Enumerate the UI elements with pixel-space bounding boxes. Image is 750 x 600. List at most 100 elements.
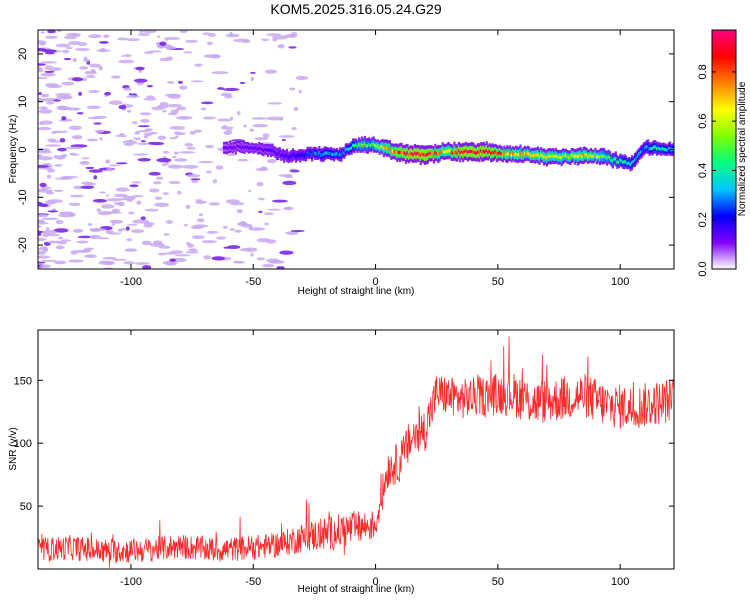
spectrogram-cell bbox=[131, 229, 145, 234]
spectrogram-cell bbox=[200, 107, 207, 111]
spectrogram-cell bbox=[186, 174, 201, 178]
spectrogram-cell bbox=[129, 184, 139, 188]
spectrogram-cell bbox=[96, 208, 101, 212]
spectrogram-cell bbox=[167, 94, 181, 99]
spectrogram-cell bbox=[399, 150, 402, 155]
spectrogram-cell bbox=[224, 146, 227, 150]
spectrogram-cell bbox=[106, 198, 123, 202]
spectrogram-cell bbox=[65, 46, 74, 50]
spectrogram-cell bbox=[39, 264, 51, 268]
spectrogram-cell bbox=[146, 95, 155, 99]
spectrogram-cell bbox=[259, 147, 262, 151]
spectrogram-cell bbox=[169, 258, 176, 262]
spectrogram-cell bbox=[38, 127, 52, 131]
spectrogram-cell bbox=[663, 147, 666, 151]
spectrogram-cell bbox=[115, 162, 128, 165]
spectrogram-cell bbox=[85, 166, 95, 170]
spectrogram-cell bbox=[134, 262, 150, 265]
spectrogram-cell bbox=[111, 223, 116, 226]
spectrogram-cell bbox=[387, 146, 390, 150]
spectrogram-cell bbox=[53, 189, 64, 192]
spectrogram-cell bbox=[667, 146, 670, 151]
spectrogram-cell bbox=[88, 34, 102, 39]
spectrogram-cell bbox=[583, 153, 587, 157]
spectrogram-cell bbox=[47, 233, 60, 237]
spectrogram-cell bbox=[347, 147, 350, 152]
spectrogram-cell bbox=[38, 225, 42, 228]
spectrogram-cell bbox=[278, 116, 284, 121]
spectrogram-ridge bbox=[222, 135, 674, 172]
spectrogram-cell bbox=[635, 156, 638, 160]
spectrogram-cell bbox=[195, 200, 207, 204]
spectrogram-cell bbox=[553, 155, 556, 159]
snr-x-tick-label: 100 bbox=[611, 576, 629, 588]
spectrogram-cell bbox=[428, 151, 431, 155]
spectrogram-cell bbox=[38, 154, 43, 157]
spectrogram-y-tick-label: -20 bbox=[17, 237, 29, 253]
spectrogram-cell bbox=[296, 154, 299, 158]
spectrogram-cell bbox=[470, 150, 474, 154]
spectrogram-cell bbox=[325, 151, 328, 155]
spectrogram-cell bbox=[184, 39, 199, 43]
spectrogram-cell bbox=[538, 155, 541, 159]
spectrogram-cell bbox=[426, 152, 430, 157]
colorbar-label: Normalized spectral amplitude bbox=[737, 81, 748, 216]
spectrogram-cell bbox=[315, 151, 318, 156]
spectrogram-cell bbox=[437, 152, 440, 156]
spectrogram-cell bbox=[69, 194, 84, 198]
spectrogram-cell bbox=[582, 153, 585, 158]
spectrogram-cell bbox=[142, 30, 157, 34]
spectrogram-cell bbox=[443, 150, 446, 154]
spectrogram-cell bbox=[623, 160, 626, 164]
spectrogram-cell bbox=[123, 195, 136, 201]
spectrogram-cell bbox=[38, 156, 54, 161]
spectrogram-cell bbox=[551, 154, 554, 158]
spectrogram-cell bbox=[41, 259, 57, 262]
spectrogram-cell bbox=[239, 145, 242, 149]
spectrogram-cell bbox=[492, 150, 496, 155]
spectrogram-y-label: Frequency (Hz) bbox=[8, 115, 19, 184]
spectrogram-cell bbox=[652, 145, 656, 149]
spectrogram-cell bbox=[149, 131, 158, 135]
spectrogram-cell bbox=[600, 154, 603, 158]
spectrogram-cell bbox=[44, 35, 58, 39]
spectrogram-cell bbox=[162, 150, 170, 154]
spectrogram-cell bbox=[93, 175, 98, 180]
spectrogram-cell bbox=[366, 144, 369, 148]
spectrogram-cell bbox=[645, 144, 648, 149]
spectrogram-cell bbox=[131, 195, 144, 198]
spectrogram-cell bbox=[123, 87, 132, 91]
spectrogram-cell bbox=[344, 148, 347, 152]
spectrogram-cell bbox=[481, 150, 484, 154]
spectrogram-cell bbox=[135, 66, 145, 71]
spectrogram-cell bbox=[517, 152, 521, 157]
spectrogram-cell bbox=[290, 154, 293, 158]
spectrogram-cell bbox=[641, 149, 644, 153]
spectrogram-cell bbox=[264, 147, 267, 151]
spectrogram-cell bbox=[90, 69, 96, 74]
spectrogram-cell bbox=[168, 180, 181, 185]
spectrogram-cell bbox=[310, 153, 314, 157]
spectrogram-cell bbox=[99, 191, 106, 194]
spectrogram-cell bbox=[244, 145, 248, 149]
spectrogram-cell bbox=[256, 257, 266, 261]
spectrogram-cell bbox=[400, 149, 403, 154]
spectrogram-cell bbox=[38, 97, 46, 102]
spectrogram-cell bbox=[65, 146, 83, 150]
spectrogram-cell bbox=[202, 116, 216, 120]
snr-y-ticks: 50 100 150 bbox=[14, 375, 674, 513]
spectrogram-x-tick-label: 100 bbox=[611, 276, 629, 288]
spectrogram-cell bbox=[40, 72, 56, 77]
spectrogram-cell bbox=[360, 142, 364, 146]
spectrogram-cell bbox=[143, 135, 149, 139]
spectrogram-cell bbox=[223, 130, 233, 136]
spectrogram-cell bbox=[205, 170, 212, 174]
spectrogram-cell bbox=[353, 144, 356, 148]
spectrogram-cell bbox=[629, 162, 632, 167]
spectrogram-cell bbox=[262, 133, 270, 138]
spectrogram-cell bbox=[566, 155, 569, 159]
spectrogram-cell bbox=[573, 155, 576, 159]
spectrogram-cell bbox=[149, 242, 165, 247]
spectrogram-cell bbox=[261, 38, 270, 42]
colorbar-tick-label: 0.6 bbox=[697, 114, 709, 129]
